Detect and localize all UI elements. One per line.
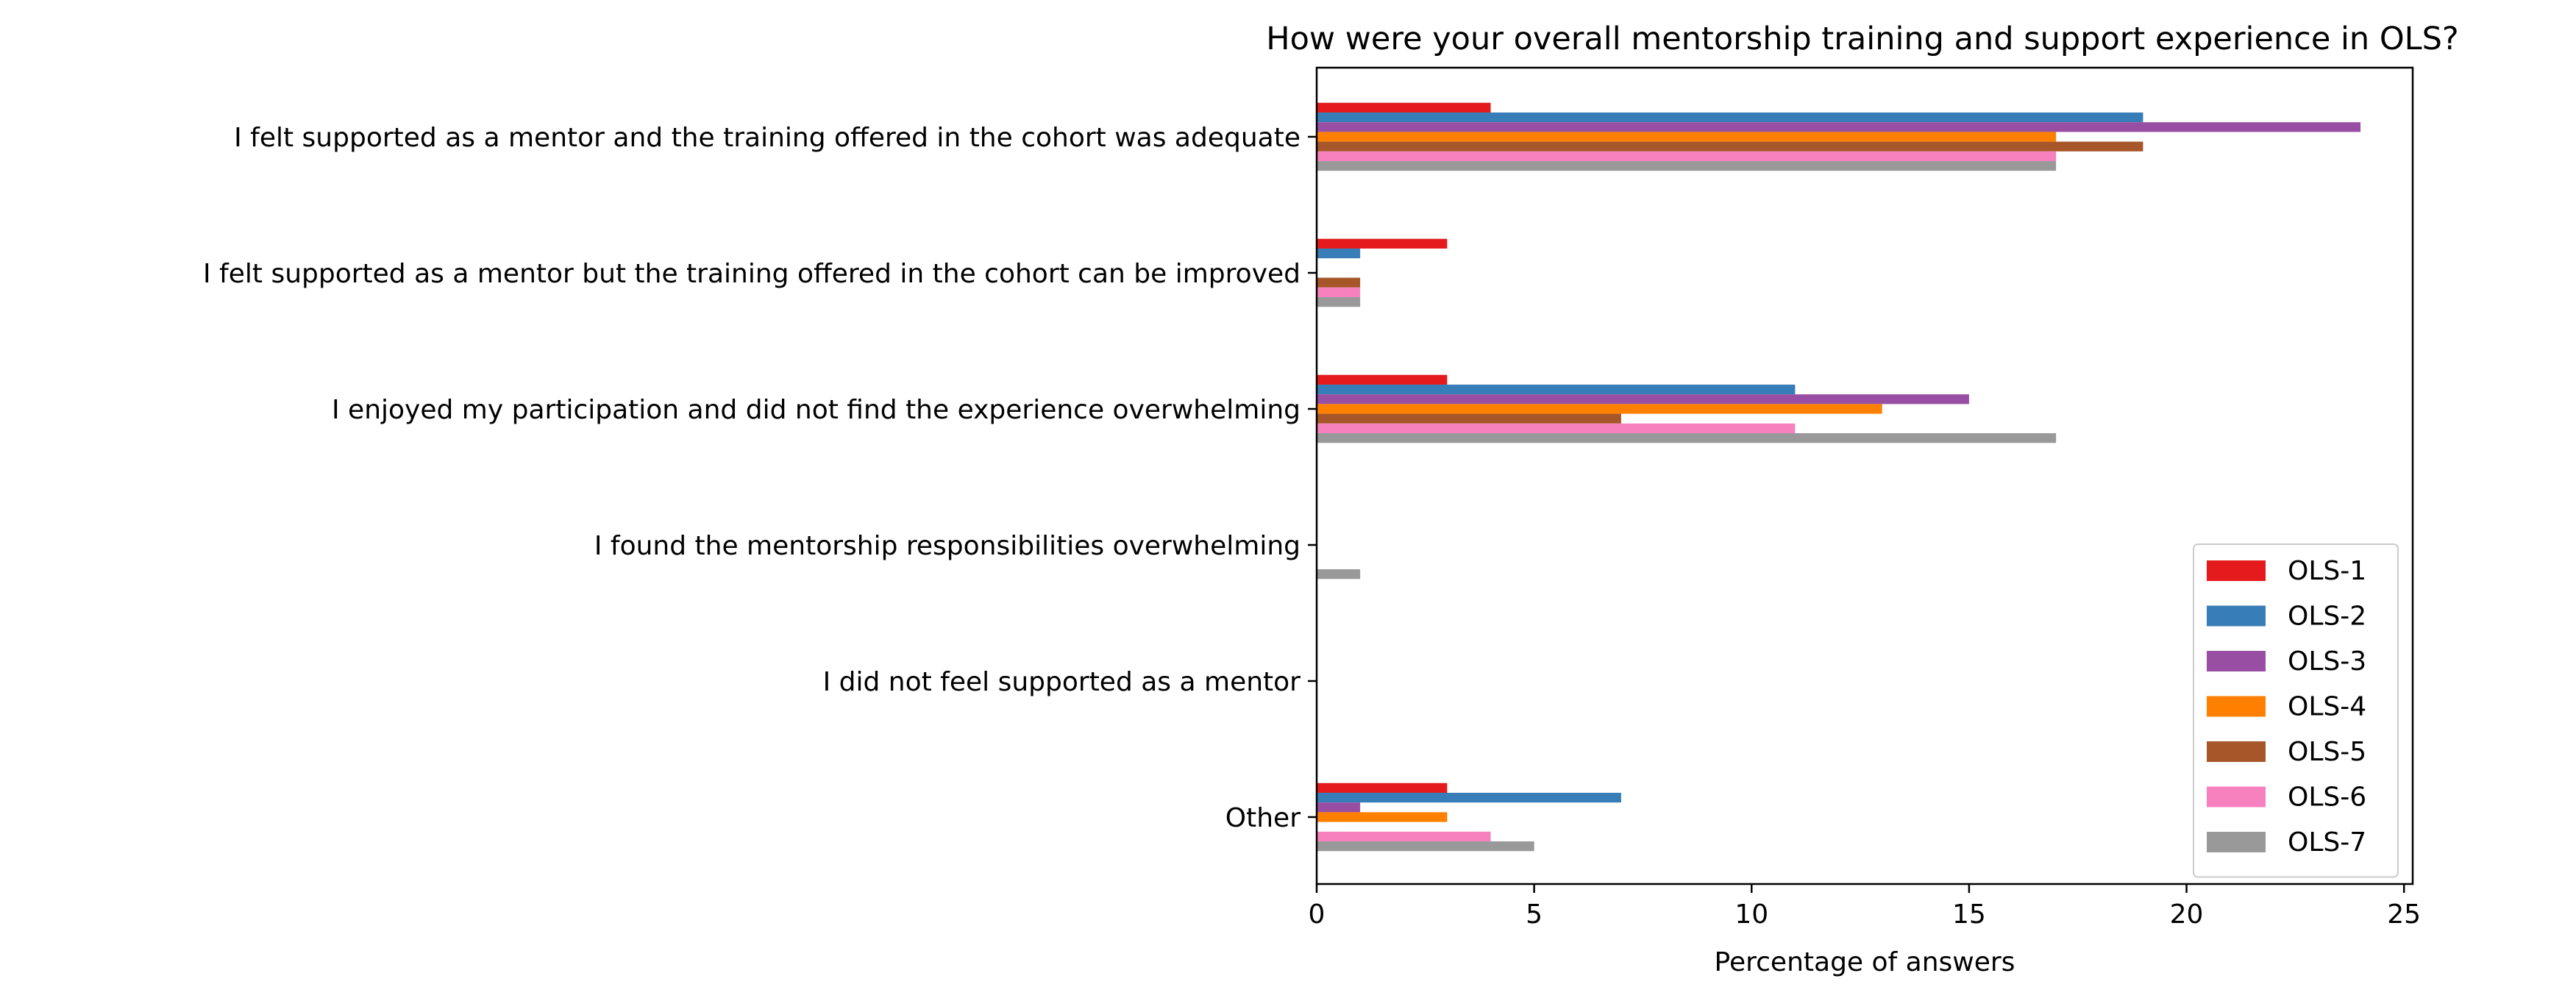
bar-ols-4-cat-6: [1317, 812, 1448, 822]
bar-ols-1-cat-2: [1317, 238, 1448, 249]
legend-label-ols-6: OLS-6: [2288, 783, 2366, 813]
legend-swatch-ols-7: [2207, 832, 2266, 852]
bar-ols-3-cat-1: [1317, 122, 2361, 132]
bar-ols-7-cat-2: [1317, 297, 1361, 307]
y-tick-label: Other: [1225, 803, 1301, 833]
bar-ols-7-cat-4: [1317, 569, 1361, 580]
bar-ols-2-cat-3: [1317, 384, 1796, 395]
legend-label-ols-4: OLS-4: [2288, 692, 2366, 722]
bar-ols-7-cat-3: [1317, 433, 2057, 443]
bar-ols-7-cat-6: [1317, 841, 1534, 852]
bar-ols-4-cat-3: [1317, 404, 1882, 414]
chart-title: How were your overall mentorship trainin…: [1266, 21, 2459, 57]
bar-ols-4-cat-1: [1317, 132, 2057, 142]
legend-swatch-ols-1: [2207, 560, 2266, 581]
x-tick-label: 5: [1526, 899, 1543, 930]
bar-ols-6-cat-2: [1317, 287, 1361, 298]
bar-ols-2-cat-6: [1317, 792, 1621, 803]
legend-label-ols-3: OLS-3: [2288, 646, 2366, 677]
plot-frame: [1315, 66, 2414, 885]
legend-swatch-ols-2: [2207, 605, 2266, 627]
legend-label-ols-5: OLS-5: [2288, 737, 2366, 767]
y-tick-label: I did not feel supported as a mentor: [823, 667, 1301, 697]
bar-ols-5-cat-2: [1317, 277, 1361, 288]
legend-swatch-ols-5: [2207, 741, 2266, 762]
bar-ols-2-cat-2: [1317, 248, 1361, 259]
bar-ols-5-cat-1: [1317, 141, 2143, 152]
legend-label-ols-7: OLS-7: [2288, 827, 2366, 858]
x-tick-label: 25: [2387, 899, 2421, 930]
legend-label-ols-2: OLS-2: [2288, 602, 2366, 632]
y-axis: I felt supported as a mentor and the tra…: [203, 123, 1317, 833]
legend: OLS-1 OLS-2 OLS-3 OLS-4 OLS-5 OLS-6 OLS-7: [2193, 543, 2399, 878]
bar-ols-3-cat-6: [1317, 802, 1361, 813]
x-tick-label: 15: [1952, 899, 1986, 930]
bar-ols-1-cat-1: [1317, 102, 1491, 113]
bar-ols-7-cat-1: [1317, 161, 2057, 171]
x-axis-title: Percentage of answers: [1715, 947, 2015, 977]
y-tick-label: I felt supported as a mentor and the tra…: [234, 123, 1301, 153]
x-axis: 0 5 10 15 20 25: [1309, 884, 2421, 930]
bar-ols-6-cat-6: [1317, 831, 1491, 842]
y-tick-label: I found the mentorship responsibilities …: [594, 531, 1301, 561]
legend-swatch-ols-3: [2207, 651, 2266, 671]
bar-ols-6-cat-3: [1317, 423, 1796, 434]
x-tick-label: 0: [1309, 899, 1326, 930]
x-tick-label: 10: [1734, 899, 1768, 930]
legend-swatch-ols-4: [2207, 696, 2266, 717]
bars-group: [1317, 102, 2361, 852]
bar-ols-3-cat-3: [1317, 394, 1969, 404]
legend-swatch-ols-6: [2207, 786, 2266, 808]
bar-ols-5-cat-3: [1317, 413, 1621, 424]
y-tick-label: I felt supported as a mentor but the tra…: [203, 259, 1301, 289]
x-tick-label: 20: [2170, 899, 2204, 930]
legend-label-ols-1: OLS-1: [2288, 556, 2366, 586]
bar-ols-2-cat-1: [1317, 112, 2143, 123]
bar-ols-1-cat-3: [1317, 374, 1448, 385]
bar-ols-1-cat-6: [1317, 783, 1448, 793]
y-tick-label: I enjoyed my participation and did not f…: [332, 395, 1301, 425]
bar-ols-6-cat-1: [1317, 151, 2057, 162]
